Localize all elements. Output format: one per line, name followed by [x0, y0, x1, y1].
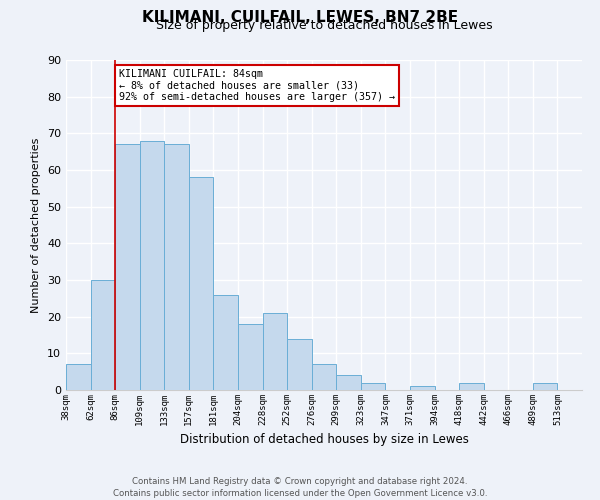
- Bar: [287, 338, 312, 390]
- Bar: [459, 382, 484, 390]
- Bar: [189, 178, 214, 390]
- Bar: [361, 382, 385, 390]
- Text: Contains HM Land Registry data © Crown copyright and database right 2024.
Contai: Contains HM Land Registry data © Crown c…: [113, 476, 487, 498]
- Bar: [533, 382, 557, 390]
- Title: Size of property relative to detached houses in Lewes: Size of property relative to detached ho…: [155, 20, 493, 32]
- Bar: [91, 280, 115, 390]
- Bar: [238, 324, 263, 390]
- Bar: [115, 144, 140, 390]
- Bar: [410, 386, 434, 390]
- Y-axis label: Number of detached properties: Number of detached properties: [31, 138, 41, 312]
- X-axis label: Distribution of detached houses by size in Lewes: Distribution of detached houses by size …: [179, 434, 469, 446]
- Bar: [164, 144, 189, 390]
- Bar: [66, 364, 91, 390]
- Bar: [140, 140, 164, 390]
- Bar: [214, 294, 238, 390]
- Bar: [312, 364, 336, 390]
- Text: KILIMANI, CUILFAIL, LEWES, BN7 2BE: KILIMANI, CUILFAIL, LEWES, BN7 2BE: [142, 10, 458, 25]
- Bar: [336, 376, 361, 390]
- Text: KILIMANI CUILFAIL: 84sqm
← 8% of detached houses are smaller (33)
92% of semi-de: KILIMANI CUILFAIL: 84sqm ← 8% of detache…: [119, 69, 395, 102]
- Bar: [263, 313, 287, 390]
